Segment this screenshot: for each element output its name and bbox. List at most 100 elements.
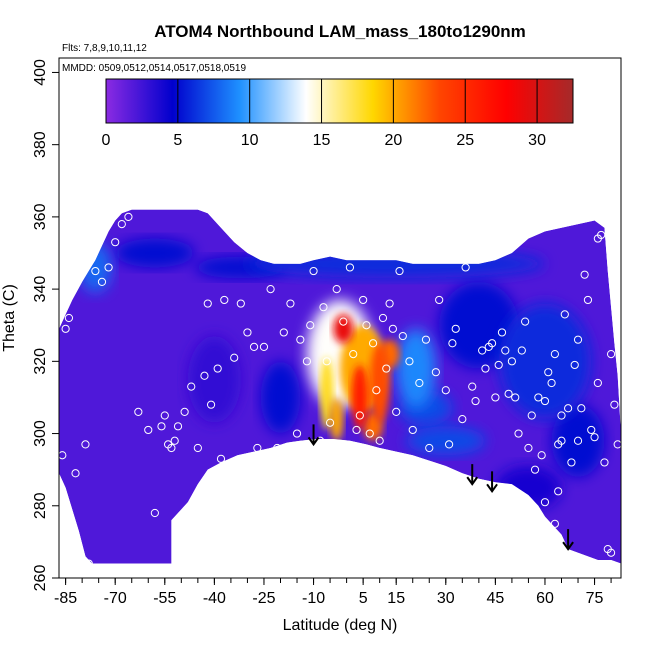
chart-title: ATOM4 Northbound LAM_mass_180to1290nm xyxy=(154,22,526,41)
sample-point xyxy=(534,393,543,402)
sample-point xyxy=(524,443,533,453)
sample-point xyxy=(144,425,153,435)
sample-point xyxy=(187,382,196,391)
sample-point xyxy=(296,335,305,344)
sample-point xyxy=(368,339,378,348)
plot-frame xyxy=(58,57,622,579)
heatmap-field xyxy=(59,209,621,564)
sample-point xyxy=(335,440,345,449)
sample-point xyxy=(504,389,513,398)
x-tick-label: -55 xyxy=(153,590,176,607)
sample-point xyxy=(388,324,397,333)
field-region xyxy=(396,328,436,409)
sample-point xyxy=(415,378,424,388)
sample-point xyxy=(319,303,328,312)
sample-point xyxy=(59,451,67,460)
sample-point xyxy=(200,371,209,380)
sample-point xyxy=(613,440,621,449)
sample-point xyxy=(590,433,599,442)
sample-point xyxy=(59,501,67,510)
sample-point xyxy=(362,321,371,330)
x-axis: -85 -70 -55 -40 -25 -10 5 15 30 45 60 75 xyxy=(54,578,612,607)
sample-point xyxy=(573,436,583,445)
sample-point xyxy=(425,443,434,453)
sample-point xyxy=(104,263,113,272)
sample-point xyxy=(487,339,497,348)
sample-point xyxy=(61,324,70,333)
sample-point xyxy=(564,404,573,413)
sample-point xyxy=(97,277,107,286)
sample-point xyxy=(332,285,341,294)
sample-point xyxy=(491,393,500,402)
sample-point xyxy=(392,407,401,416)
sample-point xyxy=(206,400,216,409)
sample-point xyxy=(537,451,546,460)
x-tick-label: -70 xyxy=(104,590,127,607)
sample-point xyxy=(435,295,444,305)
field-region xyxy=(320,357,334,430)
sample-point xyxy=(408,425,417,435)
sample-point xyxy=(421,335,431,344)
sample-point xyxy=(352,425,361,435)
sample-point xyxy=(193,443,202,453)
x-tick-label: -25 xyxy=(252,590,275,607)
sample-point xyxy=(514,429,523,438)
sample-point xyxy=(210,469,219,478)
sample-point xyxy=(550,350,559,359)
sample-point xyxy=(557,411,566,420)
field-region xyxy=(187,336,241,423)
sample-point xyxy=(64,313,74,323)
sample-point xyxy=(167,443,176,453)
sample-point xyxy=(583,295,593,305)
sample-point xyxy=(554,487,563,496)
dates-label: MMDD: 0509,0512,0514,0517,0518,0519 xyxy=(62,63,246,74)
y-tick-label: 320 xyxy=(32,348,49,375)
sample-point xyxy=(157,422,166,431)
sample-point xyxy=(606,548,616,557)
sample-point xyxy=(220,295,229,305)
sample-point xyxy=(544,368,553,377)
sample-point xyxy=(81,440,90,449)
sample-point xyxy=(573,335,583,344)
sample-point xyxy=(606,350,616,359)
sample-point xyxy=(372,386,381,395)
arrow-marker xyxy=(466,464,479,486)
sample-points xyxy=(59,212,621,568)
sample-point xyxy=(577,404,586,413)
sample-point xyxy=(395,266,404,276)
sample-point xyxy=(286,299,295,308)
sample-point xyxy=(451,324,460,333)
sample-point xyxy=(226,461,236,471)
sample-point xyxy=(517,346,526,355)
sample-point xyxy=(593,378,602,388)
sample-point xyxy=(216,454,226,463)
sample-point xyxy=(170,436,179,445)
field-region xyxy=(115,238,195,268)
sample-point xyxy=(521,317,530,326)
y-tick-label: 380 xyxy=(32,131,49,158)
sample-point xyxy=(253,443,262,453)
field-region xyxy=(333,314,354,344)
field-region xyxy=(369,343,390,423)
field-region xyxy=(495,466,562,510)
sample-point xyxy=(160,411,169,420)
sample-point xyxy=(478,346,487,355)
x-tick-label: 60 xyxy=(536,590,554,607)
sample-point xyxy=(322,357,331,366)
arrow-marker xyxy=(486,471,498,494)
colorbar-tick-label: 10 xyxy=(241,132,259,149)
sample-point xyxy=(405,357,414,366)
sample-point xyxy=(279,328,288,337)
sample-point xyxy=(497,328,507,337)
y-tick-label: 400 xyxy=(32,59,49,86)
sample-point xyxy=(306,321,315,330)
sample-point xyxy=(273,443,282,453)
sample-point xyxy=(203,299,212,308)
colorbar-tick-label: 20 xyxy=(384,132,402,149)
sample-point xyxy=(501,346,510,355)
colorbar-tick-label: 0 xyxy=(102,132,111,149)
x-axis-label: Latitude (deg N) xyxy=(283,617,398,634)
sample-point xyxy=(309,266,318,276)
sample-point xyxy=(302,357,312,366)
